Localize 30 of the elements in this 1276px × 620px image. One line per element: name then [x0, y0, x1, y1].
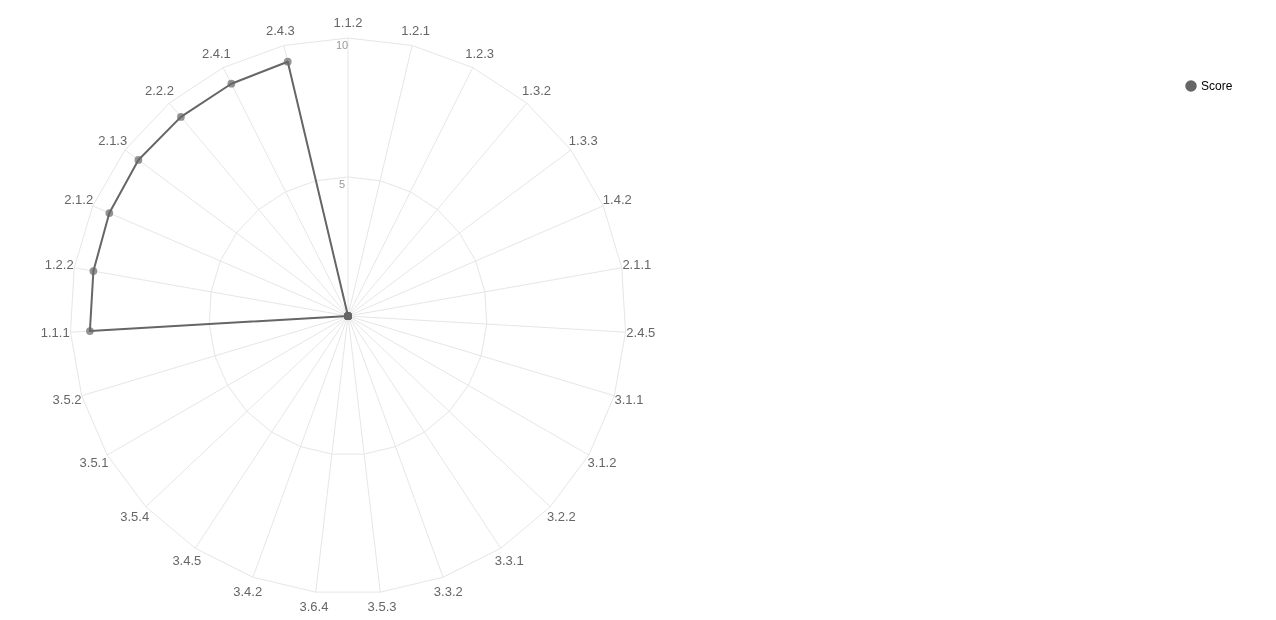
spoke-label: 3.3.2: [433, 583, 463, 599]
spoke-label: 1.4.2: [602, 191, 632, 207]
spoke-label: 3.5.1: [79, 454, 109, 470]
spoke-label: 2.4.3: [265, 22, 295, 38]
spoke-label: 2.4.5: [626, 325, 656, 341]
spoke-label: 1.2.1: [401, 22, 431, 38]
spoke-label: 3.3.1: [494, 553, 524, 569]
spoke-label: 3.5.3: [367, 599, 397, 615]
spoke-label: 1.3.2: [522, 83, 551, 99]
spoke-label: 2.4.1: [201, 45, 231, 61]
spoke-label: 3.1.1: [614, 392, 644, 408]
spoke-label: 2.1.1: [622, 257, 652, 273]
spoke-label: 3.1.2: [587, 454, 617, 470]
y-tick-label: 10: [335, 39, 349, 51]
y-tick-label: 5: [338, 178, 346, 190]
spoke-label: 3.4.5: [172, 553, 202, 569]
legend-label: Score: [1201, 79, 1233, 93]
spoke-label: 3.2.2: [546, 509, 576, 525]
spoke-label: 3.4.2: [233, 583, 263, 599]
spoke-label: 1.1.2: [333, 14, 363, 30]
spoke-label: 3.6.4: [299, 599, 329, 615]
spoke-label: 1.3.3: [568, 132, 598, 148]
spoke-label: 3.5.2: [52, 392, 82, 408]
spoke-label: 3.5.4: [120, 509, 150, 525]
spoke-label: 1.1.1: [40, 325, 70, 341]
spoke-label: 2.1.2: [64, 191, 94, 207]
spoke-label: 2.1.3: [98, 132, 128, 148]
spoke-label: 1.2.3: [465, 45, 495, 61]
spoke-label: 2.2.2: [145, 83, 174, 99]
spoke-label: 1.2.2: [44, 257, 74, 273]
